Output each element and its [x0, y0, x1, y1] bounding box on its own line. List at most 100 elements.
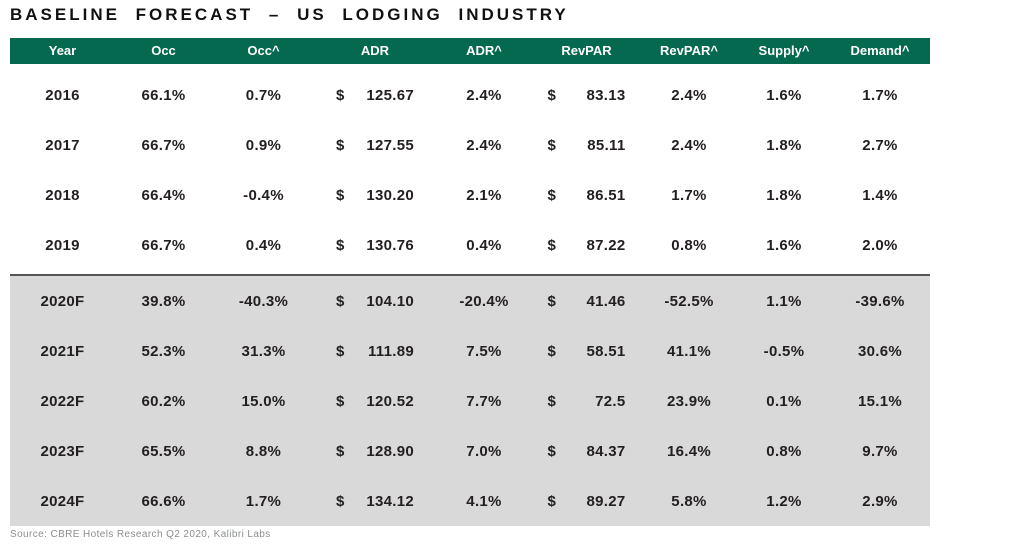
cell-year: 2021F	[40, 342, 85, 360]
column-header-occ-chg: Occ^	[247, 43, 280, 58]
cell-revpar-chg: 2.4%	[671, 136, 707, 154]
cell-supply-chg: -0.5%	[763, 342, 805, 360]
amount: 111.89	[367, 342, 414, 360]
cell-demand-chg: 30.6%	[857, 342, 903, 360]
column-header-revpar-chg: RevPAR^	[660, 43, 718, 58]
dollar-sign: $	[547, 342, 557, 360]
amount: 85.11	[587, 136, 626, 154]
table-header-row: Year Occ Occ^ ADR ADR^ RevPAR RevPAR^ Supply^ De…	[10, 38, 930, 64]
dollar-sign: $	[547, 186, 557, 204]
amount: 130.20	[366, 186, 414, 204]
amount: 104.10	[366, 292, 414, 310]
dollar-sign: $	[547, 136, 557, 154]
cell-demand-chg: 2.0%	[862, 236, 898, 254]
cell-year: 2023F	[40, 442, 85, 460]
amount: 83.13	[586, 86, 626, 104]
forecast-section: 2020F 39.8% -40.3% $104.10 -20.4% $41.46 -52.5…	[10, 274, 930, 526]
table-row-2024f: 2024F 66.6% 1.7% $134.12 4.1% $89.27 5.8% 1.2% 2…	[10, 476, 930, 526]
amount: 72.5	[595, 392, 626, 410]
cell-adr: $130.76	[315, 237, 435, 254]
cell-occ: 66.6%	[141, 492, 186, 510]
cell-adr-chg: 4.1%	[466, 492, 502, 510]
dollar-sign: $	[547, 292, 557, 310]
money-value: $128.90	[336, 443, 414, 460]
table-row-2022f: 2022F 60.2% 15.0% $120.52 7.7% $72.5 23.9% 0.1%…	[10, 376, 930, 426]
cell-supply-chg: 0.8%	[766, 442, 802, 460]
cell-revpar: $87.22	[533, 237, 640, 254]
column-header-demand-chg: Demand^	[850, 43, 910, 58]
dollar-sign: $	[336, 342, 345, 360]
cell-revpar-chg: 0.8%	[671, 236, 707, 254]
table-row-2016: 2016 66.1% 0.7% $125.67 2.4% $83.13 2.4% 1.6% 1.…	[10, 70, 930, 120]
actuals-section: 2016 66.1% 0.7% $125.67 2.4% $83.13 2.4% 1.6% 1.…	[10, 64, 930, 270]
column-header-revpar: RevPAR	[561, 43, 612, 58]
forecast-table: Year Occ Occ^ ADR ADR^ RevPAR RevPAR^ Supply^ De…	[10, 38, 930, 526]
page-title: BASELINE FORECAST – US LODGING INDUSTRY	[10, 5, 569, 24]
cell-adr: $111.89	[315, 343, 435, 360]
cell-demand-chg: 1.4%	[862, 186, 898, 204]
amount: 84.37	[586, 442, 626, 460]
cell-occ-chg: 8.8%	[245, 442, 282, 460]
money-value: $41.46	[548, 293, 626, 310]
amount: 58.51	[586, 342, 626, 360]
cell-demand-chg: 15.1%	[857, 392, 903, 410]
cell-year: 2024F	[40, 492, 85, 510]
cell-revpar: $86.51	[533, 187, 640, 204]
cell-demand-chg: 1.7%	[862, 86, 898, 104]
cell-occ-chg: -0.4%	[243, 186, 284, 204]
cell-occ: 66.4%	[141, 186, 186, 204]
cell-occ: 66.7%	[141, 136, 186, 154]
cell-occ-chg: -40.3%	[238, 292, 289, 310]
dollar-sign: $	[336, 236, 345, 254]
cell-occ-chg: 0.9%	[245, 136, 282, 154]
cell-adr-chg: 2.4%	[466, 86, 502, 104]
money-value: $83.13	[548, 87, 626, 104]
amount: 125.67	[366, 86, 414, 104]
cell-year: 2017	[45, 136, 80, 154]
amount: 127.55	[366, 136, 414, 154]
money-value: $87.22	[548, 237, 626, 254]
cell-demand-chg: -39.6%	[855, 292, 905, 310]
column-header-adr-chg: ADR^	[466, 43, 502, 58]
cell-adr-chg: 2.1%	[466, 186, 502, 204]
cell-revpar-chg: 5.8%	[671, 492, 707, 510]
table-row-2020f: 2020F 39.8% -40.3% $104.10 -20.4% $41.46 -52.5…	[10, 276, 930, 326]
dollar-sign: $	[336, 86, 345, 104]
dollar-sign: $	[547, 442, 557, 460]
cell-adr-chg: 0.4%	[466, 236, 502, 254]
money-value: $111.89	[336, 343, 414, 360]
cell-occ: 65.5%	[141, 442, 186, 460]
amount: 128.90	[366, 442, 414, 460]
dollar-sign: $	[547, 492, 557, 510]
cell-adr-chg: 7.0%	[466, 442, 502, 460]
cell-year: 2020F	[40, 292, 85, 310]
cell-adr: $127.55	[315, 137, 435, 154]
dollar-sign: $	[547, 236, 557, 254]
dollar-sign: $	[336, 186, 345, 204]
cell-occ: 66.7%	[141, 236, 186, 254]
money-value: $130.20	[336, 187, 414, 204]
cell-occ-chg: 1.7%	[245, 492, 282, 510]
money-value: $58.51	[548, 343, 626, 360]
cell-adr-chg: 7.5%	[466, 342, 502, 360]
cell-year: 2019	[45, 236, 80, 254]
cell-adr: $130.20	[315, 187, 435, 204]
money-value: $89.27	[548, 493, 626, 510]
money-value: $127.55	[336, 137, 414, 154]
cell-adr-chg: 2.4%	[466, 136, 502, 154]
cell-revpar-chg: 2.4%	[671, 86, 707, 104]
cell-revpar: $85.11	[533, 137, 640, 154]
amount: 130.76	[366, 236, 414, 254]
table-row-2017: 2017 66.7% 0.9% $127.55 2.4% $85.11 2.4% 1.8% 2.…	[10, 120, 930, 170]
dollar-sign: $	[547, 86, 557, 104]
money-value: $85.11	[548, 137, 626, 154]
cell-revpar: $72.5	[533, 393, 640, 410]
cell-revpar: $84.37	[533, 443, 640, 460]
table-row-2018: 2018 66.4% -0.4% $130.20 2.1% $86.51 1.7% 1.8% 1…	[10, 170, 930, 220]
cell-demand-chg: 9.7%	[862, 442, 898, 460]
column-header-occ: Occ	[151, 43, 176, 58]
cell-year: 2018	[45, 186, 80, 204]
column-header-year: Year	[48, 43, 77, 58]
cell-occ: 66.1%	[141, 86, 186, 104]
dollar-sign: $	[336, 392, 345, 410]
